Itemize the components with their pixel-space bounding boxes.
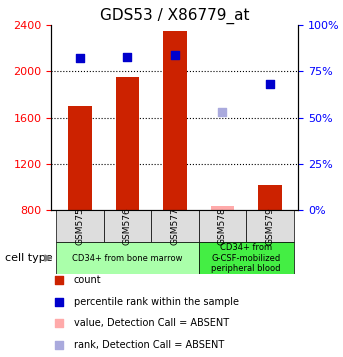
Bar [211,206,234,210]
Point [125,54,130,59]
Point [267,81,273,87]
Bar [199,210,246,242]
Bar [246,210,294,242]
Text: CD34+ from
G-CSF-mobilized
peripheral blood: CD34+ from G-CSF-mobilized peripheral bl… [211,243,281,273]
Text: cell type: cell type [5,253,52,263]
Point [239,231,245,237]
Bar [116,77,139,210]
Text: rank, Detection Call = ABSENT: rank, Detection Call = ABSENT [74,340,224,350]
Point [77,55,83,61]
Text: count: count [74,275,101,285]
Text: GSM578: GSM578 [218,207,227,245]
Point [172,52,178,57]
Text: GSM575: GSM575 [75,207,84,245]
Point [239,36,245,42]
Point [220,109,225,115]
Text: GSM577: GSM577 [170,207,179,245]
Bar [56,210,104,242]
Title: GDS53 / X86779_at: GDS53 / X86779_at [100,7,250,24]
Bar [104,210,151,242]
Bar [163,31,187,210]
Text: CD34+ from bone marrow: CD34+ from bone marrow [72,253,183,263]
Text: GSM579: GSM579 [265,207,274,245]
Text: percentile rank within the sample: percentile rank within the sample [74,297,239,307]
Bar [199,242,294,274]
Bar [151,210,199,242]
Bar [68,106,92,210]
Text: value, Detection Call = ABSENT: value, Detection Call = ABSENT [74,318,229,328]
Bar [56,242,199,274]
Bar [258,185,282,210]
Text: GSM576: GSM576 [123,207,132,245]
